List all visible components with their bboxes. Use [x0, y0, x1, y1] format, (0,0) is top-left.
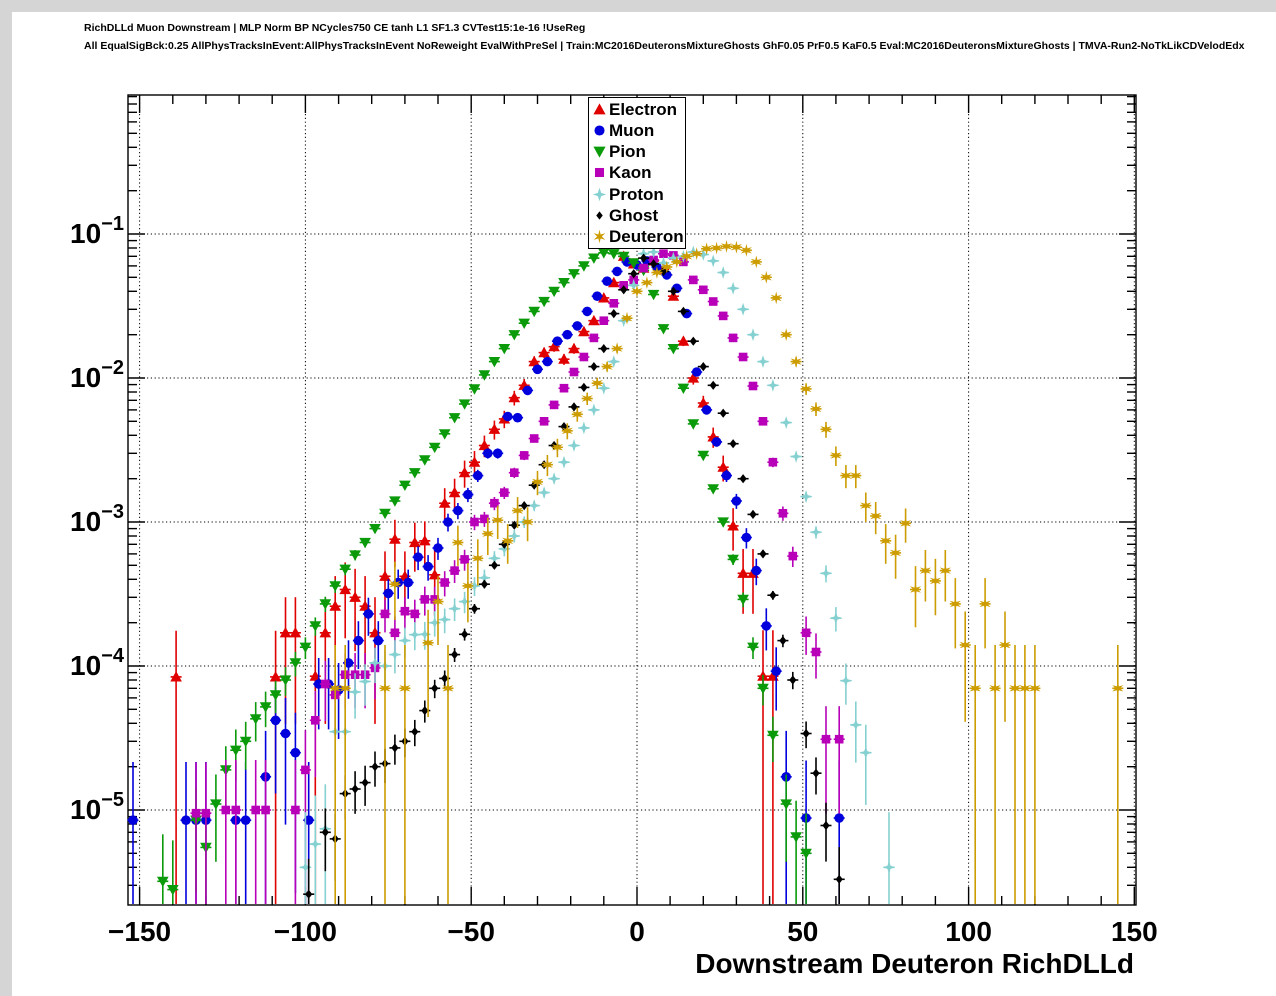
legend-label-kaon: Kaon — [609, 163, 652, 183]
svg-text:10−3: 10−3 — [70, 501, 124, 537]
canvas-top-edge — [0, 0, 1276, 12]
ghost-marker-icon — [592, 208, 607, 223]
svg-text:10−5: 10−5 — [70, 789, 124, 825]
legend-item-electron: Electron — [592, 100, 685, 120]
svg-text:10−1: 10−1 — [70, 213, 124, 249]
legend-label-ghost: Ghost — [609, 205, 659, 225]
legend-item-ghost: Ghost — [592, 205, 685, 225]
legend-item-deuteron: Deuteron — [592, 226, 685, 246]
legend-item-muon: Muon — [592, 121, 685, 141]
plot-title-line2: All EqualSigBck:0.25 AllPhysTracksInEven… — [84, 40, 1245, 52]
legend-label-deuteron: Deuteron — [609, 226, 684, 246]
proton-marker-icon — [592, 187, 607, 202]
electron-marker-icon — [592, 102, 607, 117]
canvas-left-edge — [0, 0, 12, 996]
svg-text:100: 100 — [945, 916, 992, 947]
series-deuteron — [329, 240, 1124, 904]
svg-text:10−4: 10−4 — [70, 645, 125, 681]
legend-label-muon: Muon — [609, 121, 655, 141]
svg-text:10−2: 10−2 — [70, 357, 124, 393]
muon-marker-icon — [592, 123, 607, 138]
deuteron-marker-icon — [592, 229, 607, 244]
legend-label-electron: Electron — [609, 100, 678, 120]
svg-text:−100: −100 — [274, 916, 337, 947]
svg-text:150: 150 — [1111, 916, 1158, 947]
legend: Electron Muon Pion Kaon Proton Ghost Deu… — [588, 97, 686, 249]
legend-item-pion: Pion — [592, 142, 685, 162]
svg-text:−150: −150 — [108, 916, 171, 947]
legend-item-kaon: Kaon — [592, 163, 685, 183]
kaon-marker-icon — [592, 165, 607, 180]
legend-item-proton: Proton — [592, 184, 685, 204]
svg-text:−50: −50 — [447, 916, 495, 947]
svg-text:Downstream Deuteron RichDLLd: Downstream Deuteron RichDLLd — [695, 948, 1134, 979]
pion-marker-icon — [592, 144, 607, 159]
legend-label-pion: Pion — [609, 142, 646, 162]
legend-label-proton: Proton — [609, 184, 664, 204]
svg-text:50: 50 — [787, 916, 818, 947]
svg-text:0: 0 — [629, 916, 645, 947]
plot-title-line1: RichDLLd Muon Downstream | MLP Norm BP N… — [84, 22, 586, 34]
